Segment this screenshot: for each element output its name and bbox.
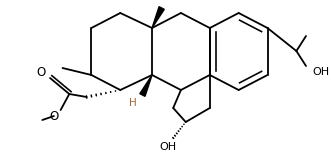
Text: O: O: [37, 66, 46, 80]
Text: OH: OH: [160, 142, 177, 152]
Text: H: H: [129, 98, 137, 108]
Polygon shape: [152, 7, 164, 28]
Polygon shape: [140, 75, 152, 96]
Text: O: O: [49, 109, 59, 122]
Text: OH: OH: [313, 67, 330, 77]
